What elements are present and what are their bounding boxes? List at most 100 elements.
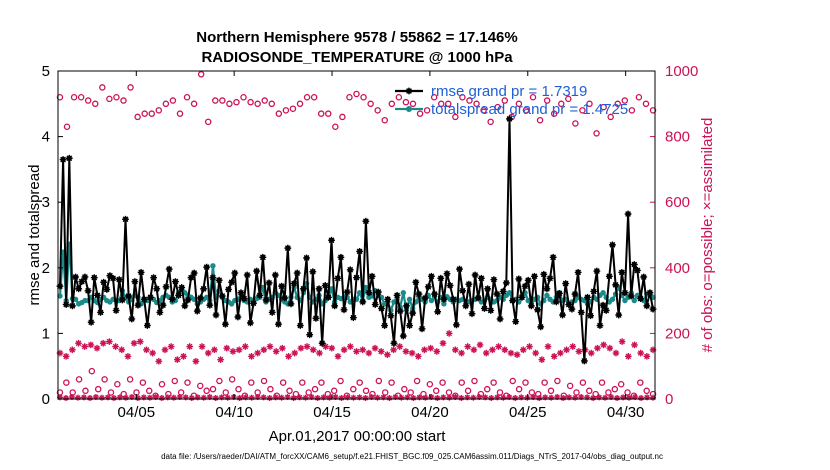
- obs-possible-low-marker: [337, 377, 344, 385]
- rmse-point-star: [159, 301, 167, 309]
- obs-possible-low-marker: [547, 387, 555, 395]
- obs-possible-low-marker: [114, 380, 121, 388]
- rmse-point-star: [334, 274, 342, 282]
- rmse-point-star: [615, 311, 623, 319]
- obs-possible-marker: [346, 93, 353, 101]
- obs-assimilated-low-marker: [134, 395, 141, 402]
- obs-assimilated-low-marker: [422, 394, 429, 401]
- obs-assimilated-low-marker: [410, 395, 417, 402]
- obs-possible-low-marker: [483, 385, 491, 393]
- obs-possible-low-marker: [388, 379, 395, 386]
- rmse-point-star: [193, 307, 201, 315]
- obs-possible-marker: [169, 97, 177, 104]
- rmse-point-star: [165, 265, 173, 273]
- obs-assimilated-marker: [550, 353, 558, 360]
- rmse-point-star: [562, 280, 570, 287]
- obs-assimilated-marker: [328, 344, 336, 352]
- rmse-point-star: [175, 291, 182, 299]
- obs-possible-marker: [529, 93, 537, 101]
- obs-possible-marker: [226, 100, 233, 108]
- obs-assimilated-marker: [229, 348, 237, 355]
- obs-possible-low-marker: [554, 377, 561, 385]
- obs-possible-low-marker: [139, 379, 147, 386]
- rmse-point-star: [131, 278, 139, 285]
- obs-assimilated-marker: [384, 351, 391, 359]
- legend-label: rmse grand pr = 1.7319: [431, 83, 587, 100]
- rmse-point-star: [499, 288, 507, 295]
- obs-assimilated-low-marker: [224, 394, 231, 401]
- obs-assimilated-low-marker: [236, 395, 243, 402]
- obs-possible-low-marker: [75, 376, 83, 383]
- rmse-point-star: [459, 287, 467, 295]
- obs-possible-marker: [445, 100, 452, 108]
- obs-possible-marker: [176, 110, 184, 117]
- rmse-point-star: [209, 274, 217, 282]
- obs-possible-marker: [480, 107, 487, 114]
- obs-assimilated-low-marker: [386, 395, 393, 402]
- obs-assimilated-low-marker: [626, 394, 633, 401]
- obs-assimilated-marker: [254, 349, 261, 357]
- rmse-point-star: [452, 321, 460, 329]
- obs-assimilated-low-marker: [212, 395, 219, 402]
- rmse-point-star: [94, 291, 101, 299]
- obs-assimilated-marker: [260, 346, 268, 354]
- obs-assimilated-low-marker: [314, 395, 321, 402]
- rmse-point-star: [587, 312, 595, 320]
- obs-possible-marker: [190, 100, 198, 108]
- rmse-point-star: [240, 295, 248, 303]
- obs-assimilated-low-marker: [560, 395, 567, 402]
- obs-assimilated-low-marker: [398, 394, 405, 401]
- obs-possible-marker: [310, 93, 318, 101]
- rmse-point-star: [537, 323, 545, 331]
- obs-possible-low-marker: [362, 387, 370, 395]
- rmse-point-star: [518, 293, 526, 301]
- obs-possible-low-marker: [541, 379, 548, 386]
- obs-possible-marker: [113, 93, 120, 101]
- rmse-point-star: [552, 298, 560, 306]
- obs-possible-marker: [607, 113, 614, 121]
- obs-possible-low-marker: [311, 385, 319, 393]
- rmse-point-star: [359, 298, 367, 306]
- obs-possible-marker: [332, 123, 339, 131]
- rmse-point-star: [465, 280, 473, 288]
- obs-assimilated-marker: [371, 344, 379, 352]
- totalspread-point: [406, 296, 413, 302]
- rmse-point-star: [371, 301, 379, 308]
- obs-assimilated-marker: [297, 344, 305, 352]
- obs-possible-low-marker: [522, 379, 529, 386]
- rmse-point-star: [150, 274, 158, 282]
- obs-possible-low-marker: [235, 385, 242, 393]
- obs-possible-marker: [416, 110, 424, 117]
- obs-assimilated-marker: [291, 349, 299, 357]
- obs-possible-marker: [430, 93, 438, 101]
- obs-possible-low-marker: [88, 367, 96, 375]
- legend-marker-star: [405, 87, 413, 95]
- obs-assimilated-marker: [421, 346, 428, 354]
- obs-assimilated-marker: [464, 343, 472, 350]
- chart-title: Northern Hemisphere 9578 / 55862 = 17.14…: [196, 29, 517, 46]
- obs-assimilated-marker: [174, 356, 181, 363]
- obs-assimilated-marker: [612, 349, 620, 357]
- rmse-point-star: [399, 332, 407, 340]
- obs-possible-marker: [84, 97, 92, 104]
- x-tick-label: 04/10: [215, 404, 253, 421]
- obs-assimilated-low-marker: [374, 394, 381, 401]
- rmse-point-star: [78, 278, 86, 285]
- obs-assimilated-marker: [439, 339, 447, 347]
- obs-possible-marker: [437, 100, 445, 108]
- rmse-point-star: [568, 305, 576, 313]
- rmse-point-star: [306, 331, 314, 339]
- rmse-point-star: [449, 295, 457, 303]
- obs-assimilated-low-marker: [302, 394, 309, 401]
- obs-possible-marker: [148, 110, 155, 117]
- obs-possible-low-marker: [69, 389, 76, 396]
- obs-assimilated-marker: [136, 338, 144, 345]
- obs-possible-marker: [628, 107, 636, 114]
- plot-frame: [57, 70, 656, 400]
- totalspread-point: [57, 293, 63, 299]
- rmse-point-star: [203, 263, 211, 271]
- rmse-point-star: [506, 115, 513, 123]
- obs-assimilated-marker: [631, 341, 638, 349]
- rmse-point-star: [618, 268, 626, 276]
- rmse-point-star: [265, 279, 273, 287]
